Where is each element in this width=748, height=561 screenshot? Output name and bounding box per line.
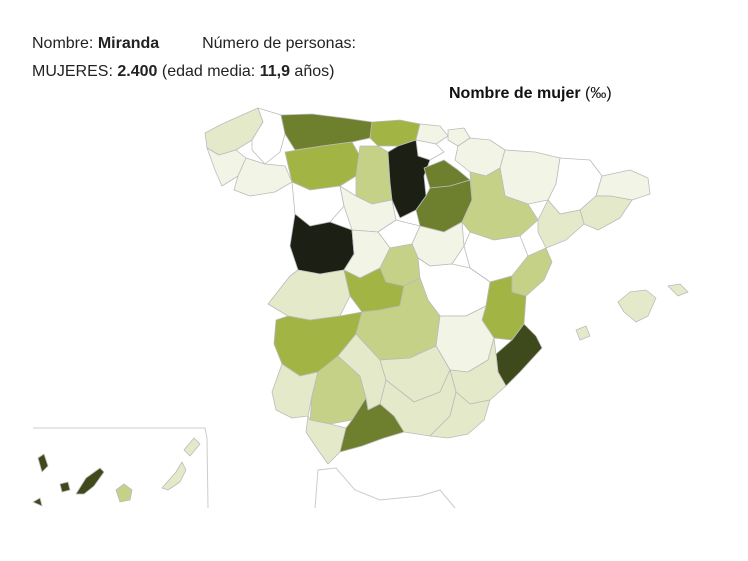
province-cadiz[interactable] [305, 415, 347, 465]
province-caceres[interactable] [267, 269, 351, 321]
name-info-panel: Nombre: Miranda Número de personas: MUJE… [32, 30, 356, 86]
province-canarias-tenerife[interactable] [75, 467, 105, 495]
province-canarias-la-gomera[interactable] [59, 481, 71, 493]
province-asturias[interactable] [280, 113, 373, 151]
province-almeria[interactable] [429, 391, 491, 439]
women-label: MUJERES: [32, 63, 113, 80]
canary-inset-frame [33, 427, 209, 509]
name-line: Nombre: Miranda Número de personas: [32, 30, 356, 58]
map-title-unit: (‰) [585, 85, 612, 102]
province-canarias-fuerteventura[interactable] [161, 461, 187, 491]
province-tarragona[interactable] [537, 199, 585, 249]
age-value: 11,9 [259, 63, 290, 80]
province-malaga[interactable] [339, 397, 405, 453]
persons-label: Número de personas: [202, 35, 356, 52]
age-suffix: años) [294, 63, 335, 80]
africa-coast-outline [314, 467, 456, 509]
province-canarias-gran-canaria[interactable] [115, 483, 133, 503]
province-baleares-menorca[interactable] [667, 283, 689, 297]
map-title: Nombre de mujer (‰) [449, 85, 612, 103]
province-canarias-lanzarote[interactable] [183, 437, 201, 457]
province-canarias-la-palma[interactable] [37, 453, 49, 473]
province-baleares-ibiza[interactable] [575, 325, 591, 341]
name-label: Nombre: [32, 35, 94, 52]
map-title-text: Nombre de mujer [449, 85, 581, 102]
name-value: Miranda [97, 35, 160, 52]
province-zaragoza[interactable] [461, 167, 539, 241]
province-canarias-el-hierro[interactable] [32, 497, 43, 507]
province-baleares-mallorca[interactable] [617, 289, 657, 323]
age-prefix: (edad media: [161, 63, 256, 80]
province-vizcaya[interactable] [415, 123, 449, 145]
province-burgos[interactable] [387, 139, 431, 219]
women-count: 2.400 [117, 63, 158, 80]
province-palencia[interactable] [355, 145, 393, 205]
province-girona[interactable] [595, 169, 651, 201]
women-line: MUJERES: 2.400 (edad media: 11,9 años) [32, 58, 356, 86]
